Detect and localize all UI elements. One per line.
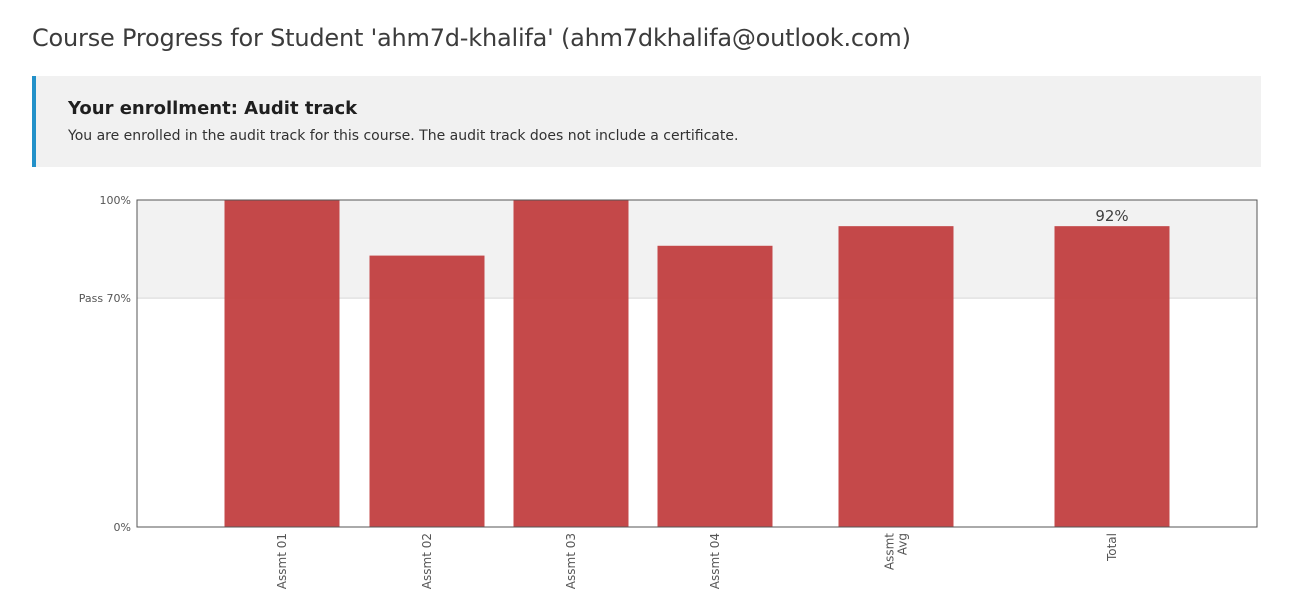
x-tick-text: Assmt 03: [564, 533, 578, 589]
bar-5: [1054, 226, 1170, 527]
bar-0: [224, 200, 340, 527]
y-tick-label-1: Pass 70%: [79, 292, 131, 305]
data-label-0: 92%: [1095, 207, 1128, 225]
x-tick-label-4: Assmt Avg: [883, 533, 910, 570]
x-tick-text: Assmt 04: [708, 533, 722, 589]
x-tick-label-0: Assmt 01: [275, 533, 289, 589]
x-tick-text: Assmt 01: [275, 533, 289, 589]
x-tick-label-1: Assmt 02: [420, 533, 434, 589]
y-tick-label-2: 0%: [114, 521, 131, 534]
x-tick-text: Total: [1105, 533, 1119, 562]
grade-progress-chart: 100% Pass 70% 0% 92% Assmt 01 Assmt 02 Assmt 0…: [79, 194, 1258, 589]
bar-2: [513, 200, 629, 527]
bar-4: [838, 226, 954, 527]
enrollment-message-panel: Your enrollment: Audit track You are enr…: [32, 76, 1261, 167]
enrollment-title: Your enrollment: Audit track: [68, 98, 358, 119]
x-tick-text: Avg: [896, 533, 910, 555]
plot-frame: [136, 199, 1258, 528]
bar-1: [369, 255, 485, 527]
x-tick-text: Assmt: [883, 533, 897, 570]
x-tick-label-5: Total: [1105, 533, 1119, 562]
bar-3: [657, 245, 773, 527]
page-title: Course Progress for Student 'ahm7d-khali…: [32, 24, 911, 52]
enrollment-description: You are enrolled in the audit track for …: [68, 128, 739, 144]
x-tick-label-2: Assmt 03: [564, 533, 578, 589]
x-tick-text: Assmt 02: [420, 533, 434, 589]
x-tick-label-3: Assmt 04: [708, 533, 722, 589]
y-tick-label-0: 100%: [100, 194, 131, 207]
